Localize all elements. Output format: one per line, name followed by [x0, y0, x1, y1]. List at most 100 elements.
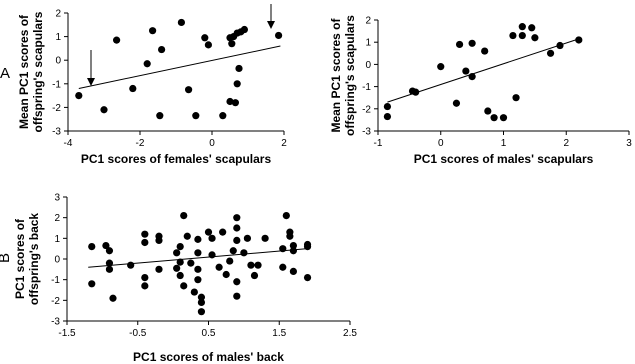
point [197, 308, 206, 316]
point [149, 27, 157, 35]
point [412, 88, 420, 96]
y-tick-label: -2 [51, 296, 60, 307]
point [201, 34, 209, 42]
point [233, 278, 241, 286]
point [208, 234, 216, 242]
point [141, 274, 149, 282]
point [180, 282, 188, 290]
point [512, 94, 520, 102]
point [303, 243, 312, 251]
point [141, 238, 149, 247]
point [279, 245, 287, 253]
point [102, 241, 110, 250]
x-axis-label: PC1 scores of females' scapulars [81, 152, 272, 166]
y-tick-label: 1 [365, 38, 371, 49]
point [247, 261, 255, 269]
y-tick-label: -1 [362, 82, 371, 93]
y-tick-label: -1 [51, 275, 60, 286]
y-axis-label: offspring's scapulars [31, 11, 45, 132]
point [194, 235, 202, 243]
point [518, 23, 526, 31]
point [180, 212, 188, 220]
point [455, 40, 464, 49]
point [176, 243, 184, 251]
point [109, 294, 117, 302]
point [105, 247, 114, 255]
point [229, 247, 237, 255]
point [208, 251, 216, 259]
point [462, 67, 470, 75]
point [204, 228, 213, 236]
point [185, 86, 193, 94]
x-tick-label: -1 [374, 138, 383, 149]
point [468, 39, 476, 47]
trend-line [78, 45, 281, 90]
point [176, 258, 184, 266]
y-tick-label: 1 [55, 32, 61, 43]
point [509, 31, 517, 40]
trend-line [88, 248, 308, 268]
point [282, 212, 290, 220]
point [105, 265, 114, 273]
x-tick-label: -2 [136, 138, 145, 149]
y-axis-label: Mean PC1 scores of [329, 17, 343, 132]
arrow [267, 4, 275, 29]
x-tick-label: 1 [501, 138, 507, 149]
point [197, 298, 206, 306]
point [556, 41, 564, 50]
point [240, 25, 248, 34]
point [484, 107, 492, 115]
point [204, 41, 212, 49]
x-tick-label: 2 [281, 138, 287, 149]
y-tick-label: 2 [54, 213, 60, 224]
point [187, 259, 195, 267]
y-axis-label: offspring's back [27, 213, 41, 306]
point [173, 249, 181, 257]
point [383, 102, 392, 111]
point [250, 271, 259, 280]
point [173, 264, 181, 272]
point [113, 36, 121, 44]
point [452, 99, 461, 107]
point [197, 293, 206, 301]
y-tick-label: -1 [52, 79, 61, 90]
x-tick-label: 2.5 [343, 328, 357, 339]
point [88, 280, 96, 288]
point [141, 282, 149, 290]
point [235, 64, 243, 73]
y-tick-label: 0 [55, 56, 61, 67]
y-tick-label: -3 [362, 127, 371, 138]
point [233, 214, 241, 222]
point [226, 97, 234, 106]
x-tick-label: 1.5 [272, 328, 286, 339]
point [490, 114, 498, 122]
x-tick-label: 2 [563, 138, 569, 149]
point [233, 80, 241, 88]
point [158, 45, 166, 54]
point [192, 112, 200, 120]
x-tick-label: 3 [626, 138, 632, 149]
point [261, 234, 269, 242]
panel-label: A [0, 65, 10, 82]
point [233, 236, 241, 244]
y-tick-label: -2 [52, 103, 61, 114]
point [141, 230, 149, 238]
point [222, 270, 230, 279]
x-tick-label: -0.5 [129, 328, 147, 339]
y-tick-label: 1 [54, 234, 60, 245]
y-tick-label: 3 [54, 193, 60, 204]
point [228, 40, 236, 48]
point [383, 112, 392, 121]
point [289, 247, 297, 255]
y-axis-label: Mean PC1 scores of [17, 14, 31, 129]
x-tick-label: 0 [438, 138, 444, 149]
point [183, 232, 191, 240]
point [233, 224, 241, 232]
arrow [87, 50, 95, 86]
y-tick-label: -3 [51, 317, 60, 328]
point [289, 267, 297, 275]
point [75, 92, 83, 100]
x-tick-label: -1.5 [58, 328, 76, 339]
